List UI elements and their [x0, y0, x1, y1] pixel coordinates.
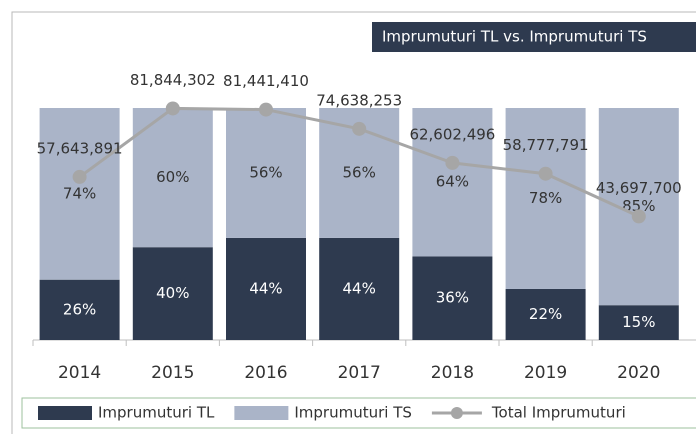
data-label: 64% — [436, 173, 469, 191]
legend-box — [21, 397, 696, 429]
line-marker — [352, 121, 367, 136]
bar-segment — [412, 108, 493, 257]
x-tick-label: 2017 — [338, 363, 381, 383]
bar-segment — [319, 237, 400, 340]
chart-title: Imprumuturi TL vs. Imprumuturi TS — [382, 28, 647, 46]
data-label: 60% — [156, 168, 189, 186]
x-tick-label: 2020 — [617, 363, 660, 383]
x-tick-label: 2018 — [431, 363, 474, 383]
bar-segment — [598, 305, 679, 340]
line-marker — [259, 102, 273, 117]
line-marker — [72, 169, 87, 184]
data-label: 81,844,302 — [130, 71, 216, 89]
bar-segment — [412, 256, 493, 340]
bar-segment — [39, 108, 120, 280]
bar-segment — [598, 108, 679, 306]
x-tick-label: 2015 — [151, 363, 194, 383]
bar-segment — [39, 279, 120, 340]
data-label: 81,441,410 — [223, 72, 309, 90]
data-label: 74% — [63, 184, 96, 202]
legend-label: Imprumuturi TS — [294, 404, 412, 422]
data-label: 74,638,253 — [316, 91, 402, 109]
data-label: 57,643,891 — [37, 139, 123, 157]
data-label: 85% — [622, 197, 655, 215]
data-label: 36% — [436, 289, 469, 307]
x-tick-label: 2016 — [244, 363, 287, 383]
data-label: 58,777,791 — [503, 136, 589, 154]
legend-swatch — [234, 406, 289, 420]
legend-swatch — [38, 406, 92, 420]
bar-segment — [505, 288, 586, 340]
data-label: 40% — [156, 284, 189, 302]
data-label: 26% — [63, 300, 96, 318]
data-label: 15% — [622, 313, 655, 331]
data-label: 56% — [343, 163, 376, 181]
line-marker — [165, 101, 180, 116]
bar-segment — [226, 237, 306, 340]
data-label: 44% — [249, 279, 282, 297]
data-label: 43,697,700 — [596, 179, 682, 197]
data-label: 56% — [249, 163, 282, 181]
x-tick-label: 2014 — [58, 363, 101, 383]
bar-segment — [132, 108, 213, 248]
title-box — [372, 22, 696, 52]
data-label: 22% — [529, 305, 562, 323]
bar-segment — [226, 108, 306, 238]
line-marker — [445, 155, 460, 170]
line-marker — [631, 209, 646, 224]
x-tick-label: 2019 — [524, 363, 567, 383]
data-label: 62,602,496 — [409, 125, 495, 143]
legend-label: Imprumuturi TL — [98, 404, 215, 422]
legend-marker — [450, 407, 463, 419]
data-label: 78% — [529, 189, 562, 207]
bar-segment — [132, 247, 213, 340]
data-label: 44% — [343, 279, 376, 297]
line-marker — [538, 166, 553, 181]
legend-label: Total Imprumuturi — [491, 404, 626, 422]
bar-segment — [505, 108, 586, 289]
